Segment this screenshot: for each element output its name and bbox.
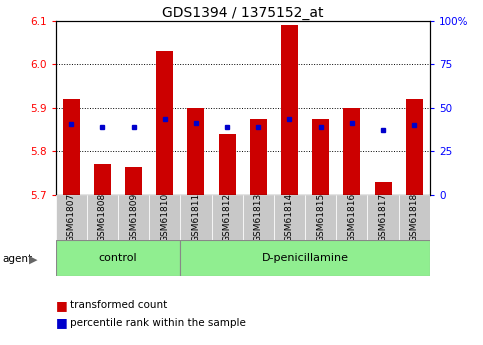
FancyBboxPatch shape — [336, 195, 368, 240]
Bar — [406, 99, 423, 195]
Text: GSM61816: GSM61816 — [347, 193, 356, 242]
FancyBboxPatch shape — [87, 195, 118, 240]
Text: GSM61815: GSM61815 — [316, 193, 325, 242]
Text: ▶: ▶ — [28, 255, 37, 264]
Text: transformed count: transformed count — [70, 300, 167, 310]
FancyBboxPatch shape — [305, 195, 336, 240]
Bar — [218, 134, 236, 195]
Text: GSM61818: GSM61818 — [410, 193, 419, 242]
FancyBboxPatch shape — [180, 195, 212, 240]
FancyBboxPatch shape — [398, 195, 430, 240]
Text: GSM61817: GSM61817 — [379, 193, 387, 242]
Text: D-penicillamine: D-penicillamine — [262, 253, 349, 263]
Text: GSM61811: GSM61811 — [191, 193, 200, 242]
Bar — [94, 165, 111, 195]
Text: GSM61812: GSM61812 — [223, 193, 232, 242]
FancyBboxPatch shape — [212, 195, 242, 240]
FancyBboxPatch shape — [56, 195, 87, 240]
FancyBboxPatch shape — [274, 195, 305, 240]
FancyBboxPatch shape — [368, 195, 398, 240]
Text: GSM61808: GSM61808 — [98, 193, 107, 242]
Text: GSM61810: GSM61810 — [160, 193, 169, 242]
Text: control: control — [99, 253, 137, 263]
FancyBboxPatch shape — [149, 195, 180, 240]
Text: ■: ■ — [56, 299, 67, 312]
Text: percentile rank within the sample: percentile rank within the sample — [70, 318, 246, 327]
Bar — [250, 119, 267, 195]
Text: GSM61807: GSM61807 — [67, 193, 76, 242]
Text: GSM61813: GSM61813 — [254, 193, 263, 242]
Text: ■: ■ — [56, 316, 67, 329]
Bar — [187, 108, 204, 195]
Bar — [156, 51, 173, 195]
Bar — [281, 25, 298, 195]
Bar — [312, 119, 329, 195]
Bar — [374, 182, 392, 195]
Text: GSM61809: GSM61809 — [129, 193, 138, 242]
Text: agent: agent — [2, 255, 32, 264]
FancyBboxPatch shape — [242, 195, 274, 240]
Bar — [63, 99, 80, 195]
Text: GSM61814: GSM61814 — [285, 193, 294, 242]
FancyBboxPatch shape — [118, 195, 149, 240]
Bar — [343, 108, 360, 195]
Title: GDS1394 / 1375152_at: GDS1394 / 1375152_at — [162, 6, 324, 20]
FancyBboxPatch shape — [180, 240, 430, 276]
FancyBboxPatch shape — [56, 240, 180, 276]
Bar — [125, 167, 142, 195]
